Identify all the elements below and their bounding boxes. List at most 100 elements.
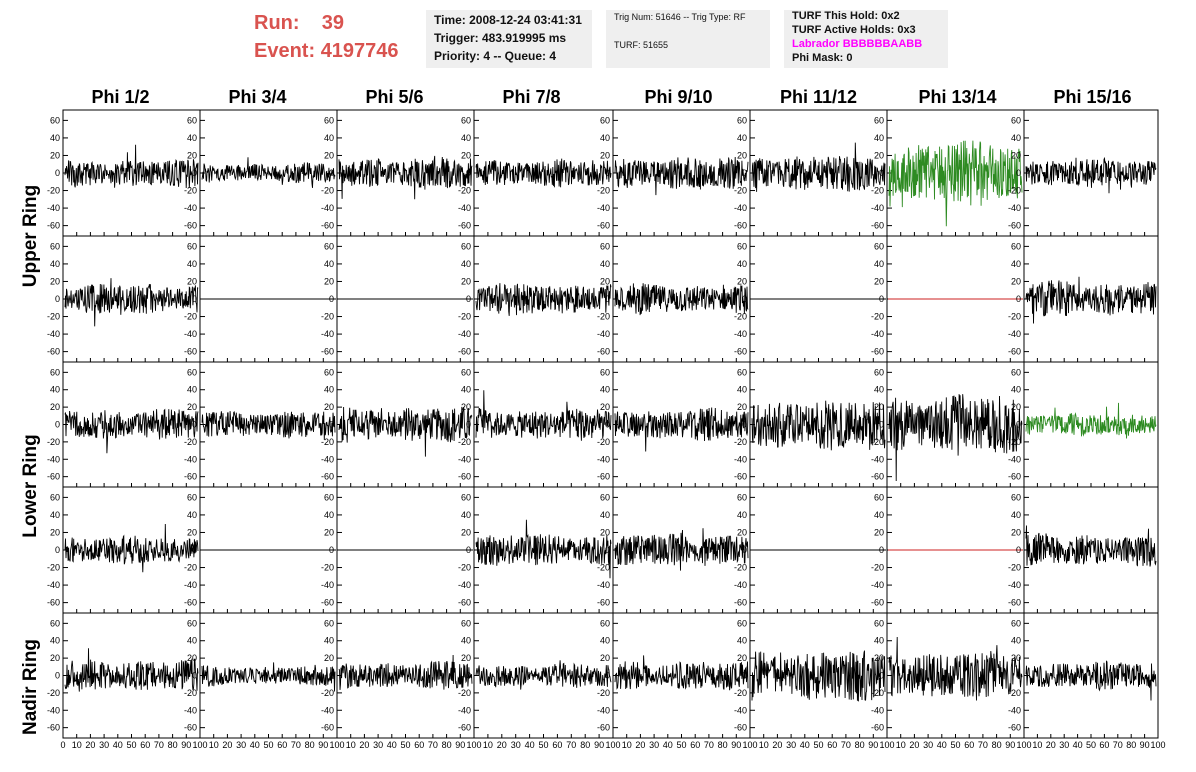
y-tick-label: -40 — [597, 329, 610, 339]
time-info-panel: Time: 2008-12-24 03:41:31 Trigger: 483.9… — [426, 10, 592, 68]
y-tick-label: 60 — [737, 115, 747, 125]
y-tick-label: 60 — [324, 241, 334, 251]
y-tick-label: -60 — [871, 347, 884, 357]
y-tick-label: -40 — [321, 705, 334, 715]
y-tick-label: 40 — [874, 636, 884, 646]
x-tick-label: 40 — [113, 740, 123, 750]
y-tick-label: -60 — [871, 598, 884, 608]
column-header-phi-5-6: Phi 5/6 — [365, 87, 424, 107]
y-tick-label: 40 — [324, 259, 334, 269]
y-tick-label: -60 — [47, 221, 60, 231]
y-tick-label: 0 — [466, 420, 471, 430]
y-tick-label: 20 — [874, 527, 884, 537]
x-tick-label: 70 — [428, 740, 438, 750]
y-tick-label: -40 — [321, 203, 334, 213]
waveform-trace — [64, 648, 199, 692]
y-tick-label: -60 — [321, 723, 334, 733]
x-tick-label: 40 — [663, 740, 673, 750]
x-tick-label: 60 — [690, 740, 700, 750]
x-tick-label: 90 — [455, 740, 465, 750]
trig-num-text: Trig Num: 51646 -- Trig Type: RF — [614, 12, 746, 22]
y-tick-label: -20 — [871, 688, 884, 698]
y-tick-label: 0 — [55, 545, 60, 555]
column-header-phi-13-14: Phi 13/14 — [918, 87, 997, 107]
waveform-trace — [751, 142, 886, 192]
y-tick-label: -40 — [47, 329, 60, 339]
y-tick-label: -60 — [734, 723, 747, 733]
y-tick-label: 40 — [324, 636, 334, 646]
y-tick-label: -60 — [597, 221, 610, 231]
y-tick-label: 40 — [50, 259, 60, 269]
y-tick-label: -60 — [184, 472, 197, 482]
y-tick-label: 60 — [1011, 492, 1021, 502]
y-tick-label: 40 — [737, 636, 747, 646]
y-tick-label: 0 — [466, 168, 471, 178]
x-tick-label: 70 — [978, 740, 988, 750]
y-tick-label: 60 — [461, 367, 471, 377]
y-tick-label: 0 — [605, 671, 610, 681]
x-tick-label: 80 — [855, 740, 865, 750]
y-tick-label: 20 — [874, 276, 884, 286]
x-tick-label: 50 — [538, 740, 548, 750]
y-tick-label: -40 — [184, 705, 197, 715]
y-tick-label: -20 — [1008, 186, 1021, 196]
y-tick-label: -20 — [47, 437, 60, 447]
y-tick-label: 20 — [874, 402, 884, 412]
y-tick-label: -40 — [871, 705, 884, 715]
x-tick-label: 80 — [168, 740, 178, 750]
waveform-trace — [614, 655, 749, 691]
y-tick-label: 0 — [192, 671, 197, 681]
x-tick-label: 100 — [1016, 740, 1031, 750]
y-tick-label: -40 — [458, 329, 471, 339]
y-tick-label: -20 — [458, 437, 471, 447]
y-tick-label: -40 — [734, 705, 747, 715]
y-tick-label: 20 — [737, 653, 747, 663]
y-tick-label: 20 — [324, 150, 334, 160]
x-tick-label: 90 — [181, 740, 191, 750]
y-tick-label: 40 — [187, 636, 197, 646]
y-tick-label: 40 — [50, 636, 60, 646]
column-header-phi-1-2: Phi 1/2 — [91, 87, 150, 107]
y-tick-label: 60 — [874, 367, 884, 377]
y-tick-label: 20 — [737, 402, 747, 412]
y-tick-label: -20 — [458, 563, 471, 573]
y-tick-label: -20 — [871, 186, 884, 196]
x-tick-label: 20 — [85, 740, 95, 750]
waveform-trace — [1025, 276, 1157, 324]
x-tick-label: 60 — [552, 740, 562, 750]
y-tick-label: -60 — [734, 221, 747, 231]
y-tick-label: -60 — [1008, 598, 1021, 608]
x-tick-label: 50 — [400, 740, 410, 750]
y-tick-label: -40 — [458, 454, 471, 464]
x-tick-label: 0 — [60, 740, 65, 750]
y-tick-label: 40 — [187, 510, 197, 520]
y-tick-label: 20 — [324, 276, 334, 286]
x-tick-label: 10 — [72, 740, 82, 750]
waveform-trace — [201, 662, 336, 692]
y-tick-label: 40 — [187, 133, 197, 143]
y-tick-label: 0 — [605, 420, 610, 430]
x-tick-label: 30 — [236, 740, 246, 750]
y-tick-label: -40 — [321, 329, 334, 339]
y-tick-label: -40 — [871, 580, 884, 590]
y-tick-label: -20 — [321, 312, 334, 322]
y-tick-label: 60 — [50, 367, 60, 377]
y-tick-label: 0 — [879, 168, 884, 178]
y-tick-label: 60 — [874, 492, 884, 502]
x-tick-label: 40 — [525, 740, 535, 750]
y-tick-label: 0 — [879, 671, 884, 681]
y-tick-label: 60 — [1011, 115, 1021, 125]
y-tick-label: -40 — [597, 454, 610, 464]
y-tick-label: -40 — [1008, 705, 1021, 715]
x-tick-label: 50 — [1086, 740, 1096, 750]
y-tick-label: -20 — [47, 688, 60, 698]
waveform-trace — [888, 636, 1023, 701]
waveform-trace — [64, 278, 199, 327]
y-tick-label: 0 — [1016, 168, 1021, 178]
y-tick-label: 0 — [879, 420, 884, 430]
panel-frame — [62, 486, 201, 614]
y-tick-label: -40 — [734, 203, 747, 213]
x-tick-label: 60 — [414, 740, 424, 750]
y-tick-label: -40 — [184, 580, 197, 590]
y-tick-label: 40 — [461, 510, 471, 520]
